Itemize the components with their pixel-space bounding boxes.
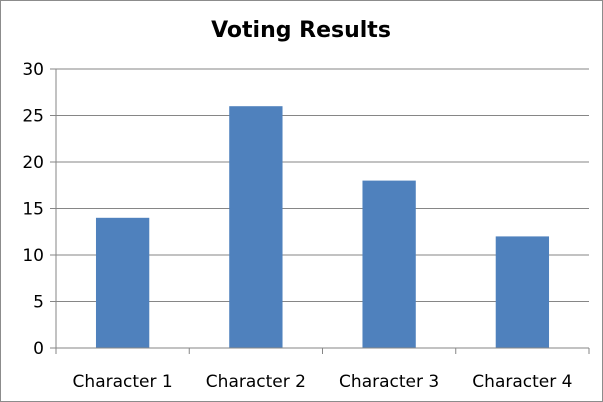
y-tick-label: 10 xyxy=(22,246,44,266)
y-tick-label: 25 xyxy=(22,107,44,127)
x-category-labels: Character 1 Character 2 Character 3 Charact… xyxy=(73,372,573,392)
y-tick-label: 20 xyxy=(22,153,44,173)
y-tick-label: 15 xyxy=(22,200,44,220)
x-category-label: Character 1 xyxy=(73,372,173,392)
bar-3 xyxy=(362,180,416,348)
y-tick-label: 5 xyxy=(33,293,44,313)
x-category-label: Character 4 xyxy=(472,372,572,392)
x-category-label: Character 3 xyxy=(339,372,439,392)
chart-title: Voting Results xyxy=(211,18,391,43)
bar-1 xyxy=(95,217,150,348)
y-tick-labels: 0 5 10 15 20 25 30 xyxy=(22,60,44,359)
y-tick-label: 30 xyxy=(22,60,44,80)
bars xyxy=(95,106,550,348)
axes xyxy=(55,69,590,354)
y-tick-label: 0 xyxy=(33,339,44,359)
bar-2 xyxy=(229,106,283,348)
x-category-label: Character 2 xyxy=(206,372,306,392)
bar-4 xyxy=(495,236,550,348)
